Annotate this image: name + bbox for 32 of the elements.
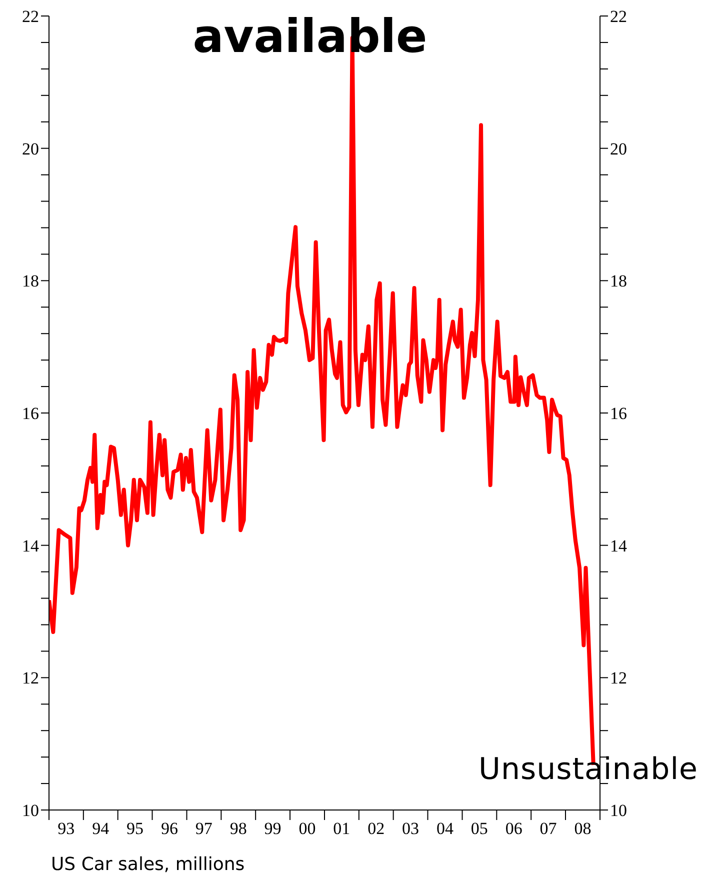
y2-tick-label: 14 [610, 536, 628, 556]
y-tick-label: 10 [22, 801, 39, 820]
y-tick-label: 16 [22, 404, 39, 424]
x-tick-label: 94 [92, 819, 110, 838]
x-tick-label: 98 [230, 819, 247, 838]
y-tick-label: 12 [22, 668, 39, 688]
y2-tick-label: 20 [610, 139, 627, 158]
y2-tick-label: 16 [610, 404, 627, 424]
y-tick-label: 18 [22, 272, 39, 291]
y-tick-label: 22 [22, 7, 39, 26]
text: US Car sales, millions [51, 854, 245, 875]
y2-tick-label: 22 [610, 7, 627, 26]
y-tick-label: 20 [22, 139, 39, 158]
x-tick-label: 00 [298, 819, 316, 838]
x-tick-label: 07 [540, 819, 558, 838]
x-tick-label: 03 [402, 819, 419, 838]
x-tick-label: 02 [368, 819, 385, 838]
x-tick-label: 99 [264, 819, 282, 838]
x-tick-label: 08 [574, 819, 592, 838]
x-tick-label: 97 [195, 819, 213, 838]
y2-tick-label: 18 [610, 272, 627, 291]
x-tick-label: 93 [58, 819, 75, 838]
y2-tick-label: 12 [610, 668, 627, 688]
x-tick-label: 96 [160, 819, 178, 838]
x-tick-label: 95 [126, 819, 144, 838]
y-tick-label: 14 [22, 536, 40, 556]
x-tick-label: 05 [470, 819, 488, 838]
chart-title: available [192, 9, 428, 63]
x-tick-label: 06 [505, 819, 522, 838]
x-tick-label: 04 [436, 819, 454, 838]
x-tick-label: 01 [333, 819, 350, 838]
y2-tick-label: 10 [610, 801, 627, 820]
